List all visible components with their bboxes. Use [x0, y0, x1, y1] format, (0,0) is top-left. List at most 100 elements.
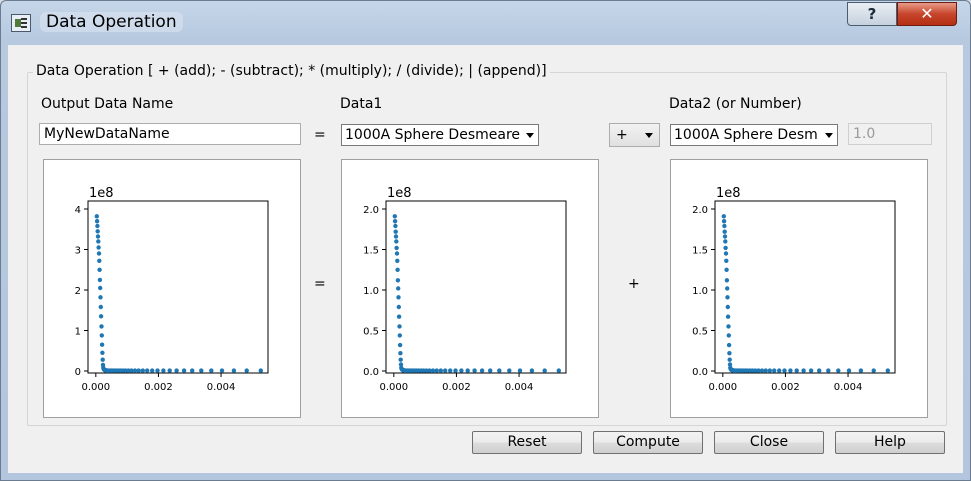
data-point [140, 368, 145, 373]
data-point [145, 368, 150, 373]
data-point [836, 368, 841, 373]
data-point [488, 368, 493, 373]
data-point [724, 258, 729, 263]
title-bar[interactable]: Data Operation ? ✕ [1, 1, 970, 45]
data-point [98, 295, 103, 300]
data-point [759, 368, 765, 373]
app-icon [11, 14, 31, 32]
data-point [443, 368, 448, 373]
data-point [722, 234, 728, 239]
data-point [395, 278, 401, 283]
data-point [723, 245, 728, 251]
close-button[interactable]: Close [714, 431, 824, 454]
data-point [726, 342, 732, 348]
x-tick-label: 0.004 [505, 382, 534, 393]
data-point [97, 258, 102, 263]
data-point [395, 258, 400, 263]
data-point [393, 229, 398, 234]
data-point [98, 304, 103, 310]
help-icon[interactable]: ? [847, 2, 897, 26]
y-tick-label: 4 [75, 205, 81, 216]
x-tick-label: 0.004 [834, 382, 863, 393]
x-tick-label: 0.002 [771, 382, 800, 393]
data-point [826, 368, 831, 373]
equals-sign: = [314, 127, 326, 143]
data-point [397, 324, 402, 329]
help-button[interactable]: Help [835, 431, 945, 454]
data-point [858, 368, 864, 373]
output-plot: 1e8 0 1 2 3 4 0.000 0.002 0.004 [43, 159, 301, 418]
compute-button[interactable]: Compute [593, 431, 703, 454]
output-plot-chart: 1e8 0 1 2 3 4 0.000 0.002 0.004 [75, 186, 269, 393]
data1-select-value: 1000A Sphere Desmeare [345, 127, 521, 143]
output-name-input[interactable]: MyNewDataName [39, 123, 301, 145]
data-point [219, 368, 225, 373]
data-point [97, 267, 102, 272]
data-point [777, 368, 782, 373]
data-point [209, 368, 214, 373]
data-point [517, 368, 523, 373]
data-point [99, 324, 104, 329]
data-point [497, 368, 502, 373]
data-point [99, 333, 104, 338]
data-point [95, 229, 100, 234]
data-point [97, 277, 103, 283]
data-point [161, 368, 166, 373]
data-point [94, 219, 100, 224]
data-point [393, 223, 398, 229]
data-point [126, 368, 131, 373]
reset-button[interactable]: Reset [472, 431, 582, 454]
y-tick-label: 1.0 [363, 286, 379, 297]
y-tick-label: 0.5 [692, 327, 708, 338]
window-title: Data Operation [40, 12, 183, 32]
data-point [721, 214, 726, 219]
data2-plot-chart: 1e8 0.0 0.5 1.0 1.5 2.0 0.000 0.002 0.004 [692, 186, 896, 393]
data-point [556, 368, 561, 373]
x-tick-label: 0.000 [82, 382, 111, 393]
data-point [794, 368, 799, 373]
data-point [808, 368, 814, 373]
data-point [722, 223, 727, 229]
y-tick-label: 2.0 [692, 205, 708, 216]
plot-axes-frame [714, 200, 896, 374]
chevron-down-icon [822, 126, 836, 144]
data-point [721, 219, 727, 224]
data-point [817, 368, 822, 373]
data-point [136, 368, 141, 373]
data-point [397, 342, 403, 348]
y-tick-label: 0 [75, 367, 81, 378]
data-point [244, 368, 249, 373]
operator-select-value: + [616, 127, 628, 143]
data-point [396, 295, 401, 300]
close-icon[interactable]: ✕ [897, 2, 957, 26]
data-point [756, 368, 761, 373]
data-point [472, 368, 477, 373]
data-point [95, 234, 101, 239]
y-tick-label: 2 [75, 286, 81, 297]
axis-scale-label: 1e8 [387, 186, 412, 201]
data-point [724, 278, 730, 283]
data2-select[interactable]: 1000A Sphere Desm [670, 124, 838, 146]
data-point [100, 357, 105, 362]
data-point [96, 245, 101, 250]
y-tick-label: 1 [75, 327, 81, 338]
chevron-down-icon [523, 126, 537, 144]
data-point [395, 267, 400, 272]
data-point [258, 368, 263, 373]
data-point [96, 239, 101, 244]
data-point [132, 368, 138, 373]
operator-select[interactable]: + [609, 123, 660, 147]
data-point [723, 251, 729, 256]
data-point [725, 304, 730, 310]
data-point [507, 368, 512, 373]
data-point [782, 368, 787, 373]
data2-plot: 1e8 0.0 0.5 1.0 1.5 2.0 0.000 0.002 0.004 [670, 159, 928, 418]
data-point [722, 229, 727, 234]
data-point [465, 368, 470, 373]
data1-select[interactable]: 1000A Sphere Desmeare [341, 124, 539, 146]
data-point [99, 342, 105, 347]
data-point [394, 245, 399, 251]
x-tick-label: 0.004 [207, 382, 236, 393]
y-tick-label: 1.5 [363, 246, 379, 257]
